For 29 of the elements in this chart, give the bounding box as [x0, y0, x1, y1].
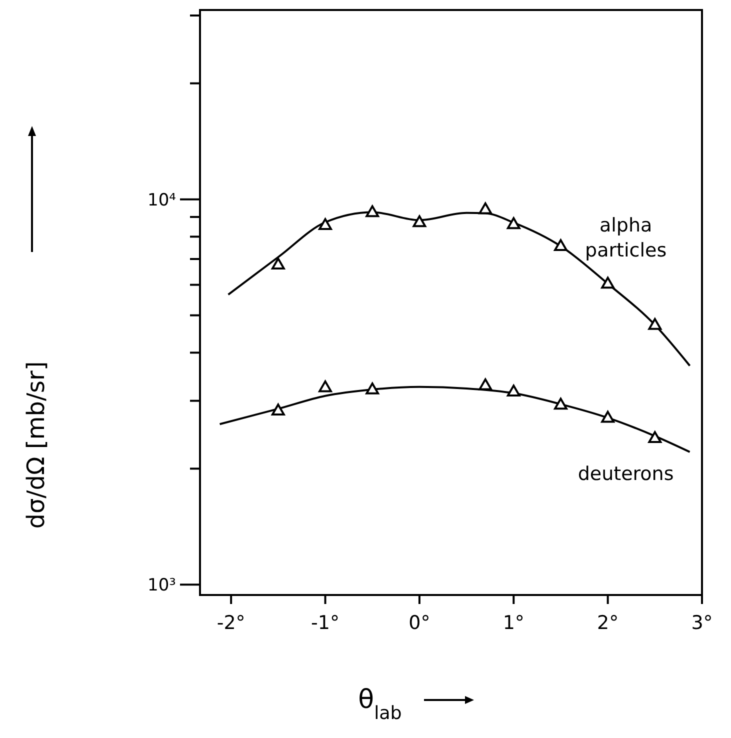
point: [554, 239, 568, 252]
point: [506, 384, 520, 396]
point: [601, 276, 615, 289]
point: [478, 202, 492, 214]
point: [271, 404, 285, 416]
point: [318, 380, 332, 392]
series-label: deuterons: [578, 463, 674, 486]
y-tick-label: 10³: [148, 576, 176, 596]
y-axis-title: dσ/dΩ [mb/sr]: [22, 361, 50, 529]
x-tick-label: 3°: [691, 612, 713, 634]
point: [506, 217, 520, 230]
point: [601, 410, 615, 423]
x-tick-label: -1°: [311, 612, 340, 634]
x-tick-label: -2°: [216, 612, 246, 634]
y-tick-label: 10⁴: [148, 190, 176, 210]
series-label: alpha particles: [585, 214, 667, 262]
point: [648, 318, 662, 330]
x-tick-label: 2°: [597, 612, 619, 634]
point: [412, 215, 426, 228]
point: [271, 258, 285, 270]
x-axis-title: θ$_{lab}$: [358, 685, 402, 724]
point: [478, 378, 492, 390]
x-tick-label: 0°: [408, 612, 430, 634]
point: [554, 398, 568, 410]
point: [648, 431, 662, 444]
point: [366, 382, 380, 394]
x-tick-label: 1°: [502, 612, 524, 634]
point: [318, 218, 332, 230]
point: [366, 205, 380, 218]
